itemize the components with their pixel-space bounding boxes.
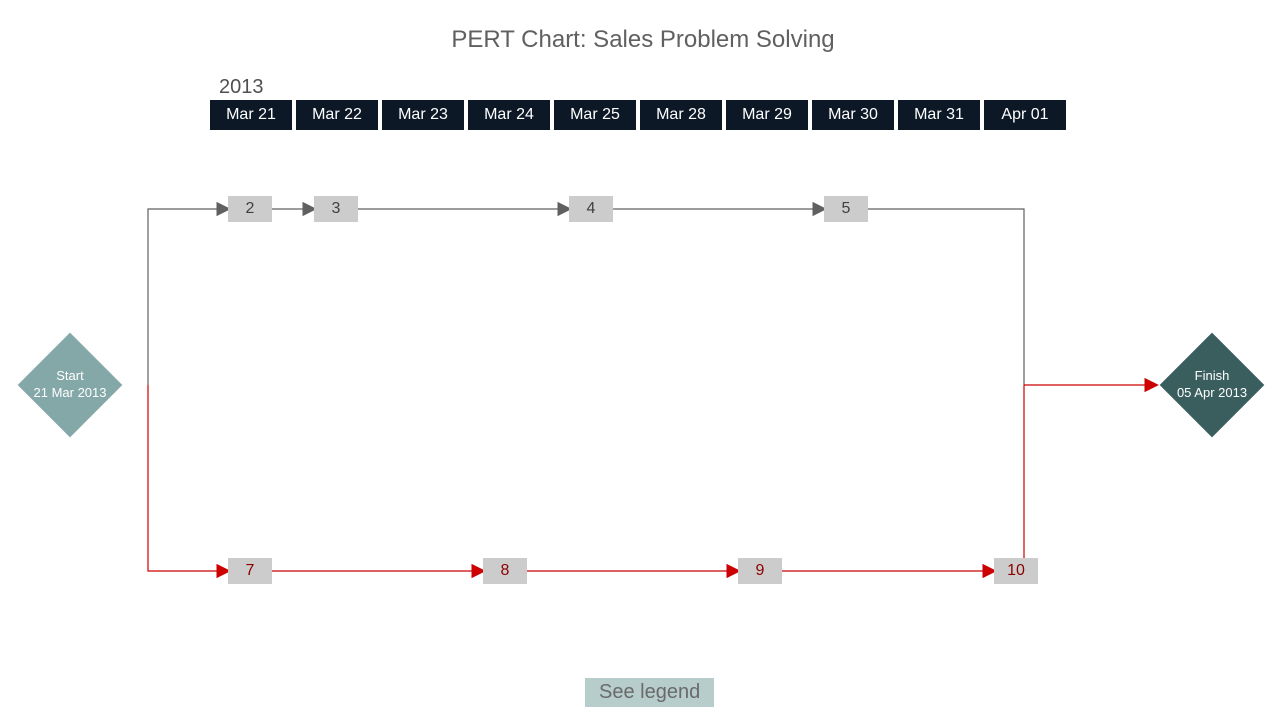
task-node: 9: [738, 558, 782, 584]
page-title: PERT Chart: Sales Problem Solving: [451, 26, 834, 54]
date-cell: Mar 22: [296, 100, 378, 130]
year-label: 2013: [219, 76, 264, 99]
finish-date: 05 Apr 2013: [1177, 385, 1247, 402]
date-cell: Mar 21: [210, 100, 292, 130]
date-cell: Mar 24: [468, 100, 550, 130]
date-cell: Apr 01: [984, 100, 1066, 130]
task-node: 2: [228, 196, 272, 222]
legend-label: See legend: [599, 681, 700, 703]
title-text: PERT Chart: Sales Problem Solving: [451, 26, 834, 53]
finish-node: Finish 05 Apr 2013: [1160, 333, 1265, 438]
date-cell: Mar 29: [726, 100, 808, 130]
task-node: 10: [994, 558, 1038, 584]
task-node: 3: [314, 196, 358, 222]
date-cell: Mar 28: [640, 100, 722, 130]
date-cell: Mar 25: [554, 100, 636, 130]
finish-node-inner: Finish 05 Apr 2013: [1175, 348, 1249, 422]
date-cell: Mar 31: [898, 100, 980, 130]
task-node: 8: [483, 558, 527, 584]
start-node-inner: Start 21 Mar 2013: [33, 348, 107, 422]
year-text: 2013: [219, 76, 264, 98]
start-node: Start 21 Mar 2013: [18, 333, 123, 438]
task-node: 7: [228, 558, 272, 584]
start-label: Start: [56, 368, 83, 385]
start-date: 21 Mar 2013: [33, 385, 106, 402]
date-cell: Mar 23: [382, 100, 464, 130]
see-legend-button[interactable]: See legend: [585, 678, 714, 707]
finish-label: Finish: [1195, 368, 1230, 385]
date-row: Mar 21Mar 22Mar 23Mar 24Mar 25Mar 28Mar …: [210, 100, 1066, 130]
task-node: 4: [569, 196, 613, 222]
task-node: 5: [824, 196, 868, 222]
date-cell: Mar 30: [812, 100, 894, 130]
